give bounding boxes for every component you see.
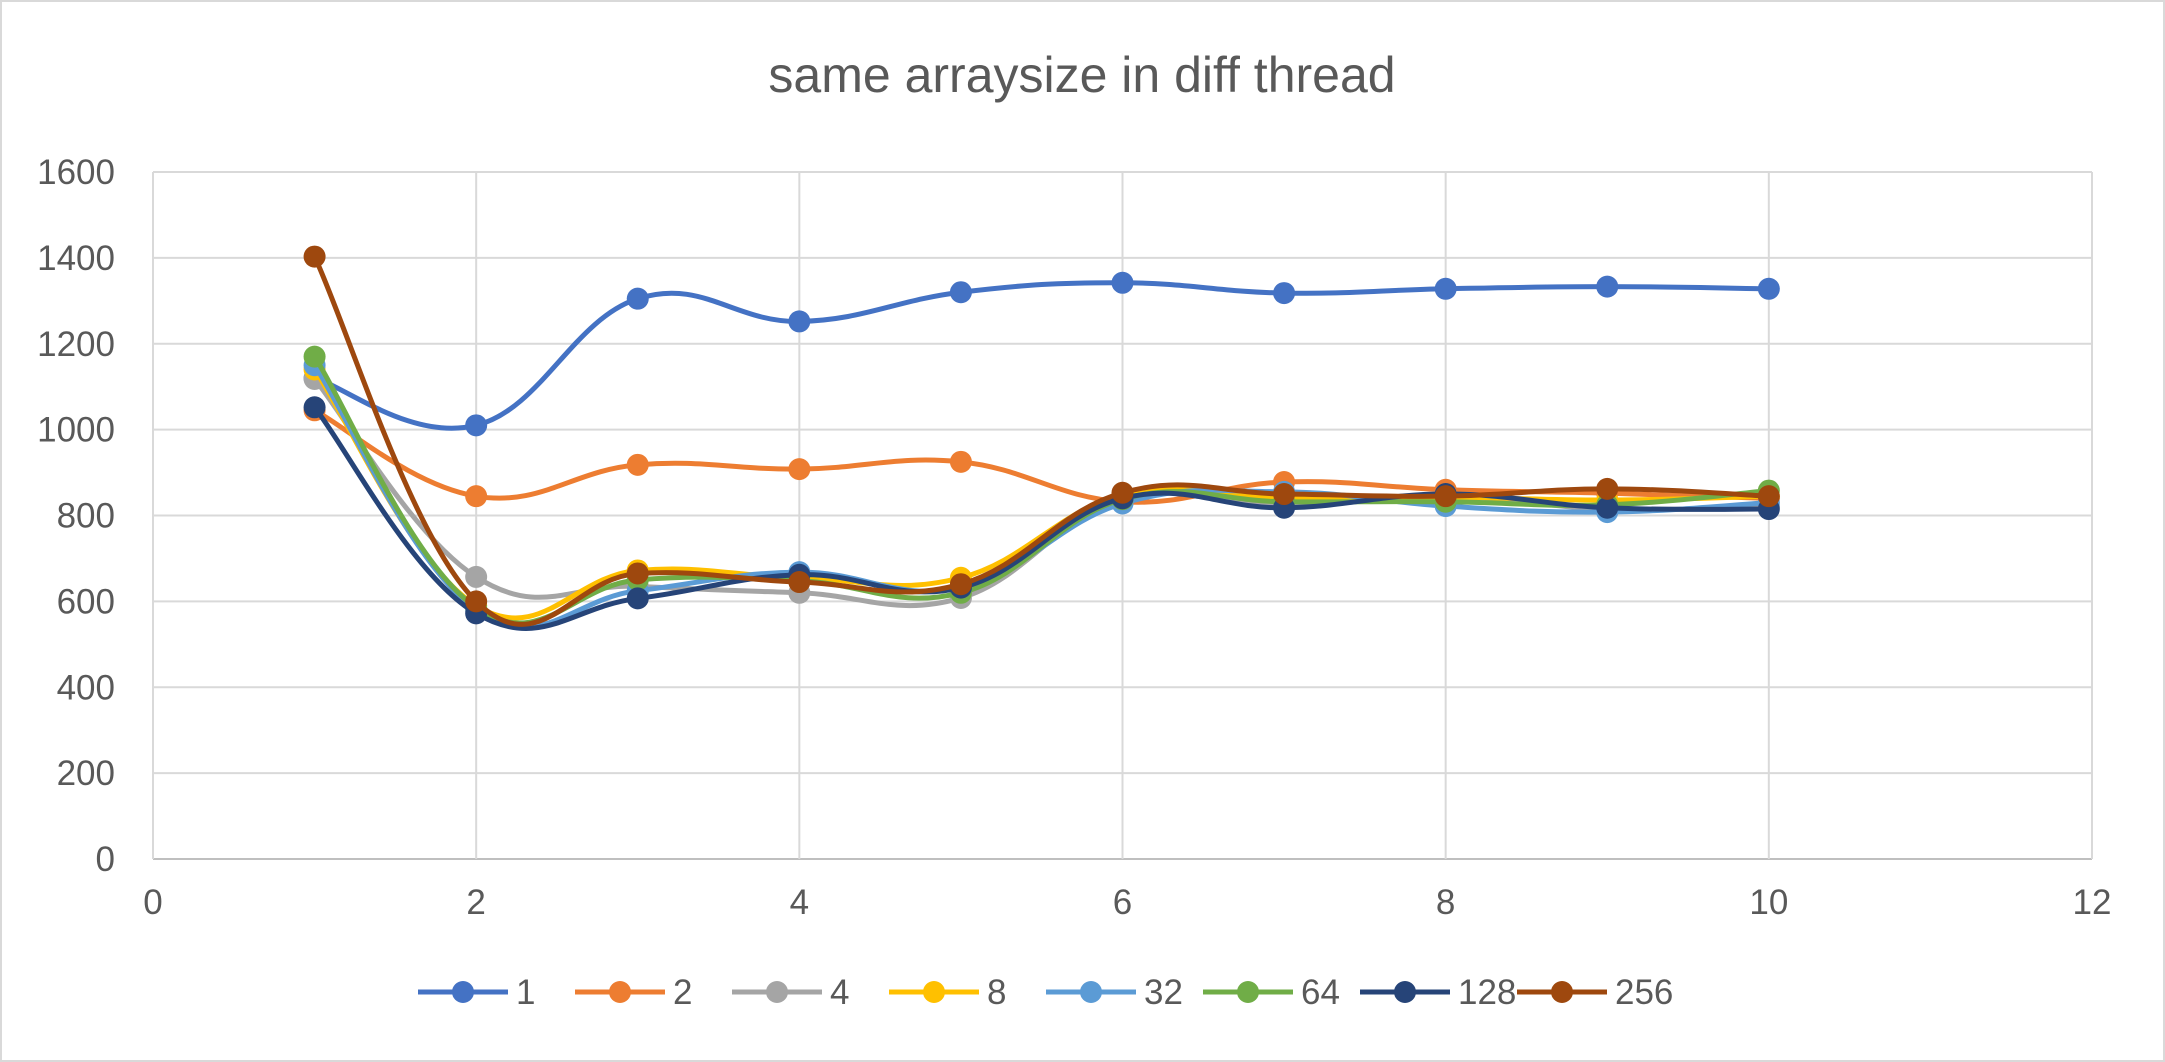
series-2 (303, 399, 1780, 513)
data-point (949, 450, 972, 473)
legend-swatch-marker (923, 981, 945, 1003)
legend-item: 128 (1360, 973, 1516, 1012)
legend-item: 8 (889, 973, 1006, 1012)
y-axis-ticks: 0 200 400 600 800 1000 1200 1400 1600 (37, 153, 115, 879)
data-point (1434, 485, 1457, 508)
legend-label: 64 (1301, 973, 1340, 1012)
data-point (1757, 277, 1780, 300)
legend-item: 32 (1046, 973, 1183, 1012)
x-axis-ticks: 0 2 4 6 8 10 12 (143, 883, 2111, 922)
legend-item: 1 (418, 973, 535, 1012)
series-1 (303, 271, 1780, 437)
legend-label: 1 (516, 973, 535, 1012)
legend-item: 64 (1203, 973, 1340, 1012)
legend-item: 256 (1517, 973, 1673, 1012)
data-point (465, 414, 488, 437)
y-tick-label: 1200 (37, 325, 115, 364)
data-point (1596, 275, 1619, 298)
data-point (1596, 477, 1619, 500)
data-point (626, 287, 649, 310)
x-tick-label: 8 (1436, 883, 1455, 922)
data-point (303, 345, 326, 368)
data-point (1434, 277, 1457, 300)
legend: 1 2 4 8 32 64 128 256 (418, 973, 1673, 1012)
legend-swatch-marker (609, 981, 631, 1003)
series-256 (303, 245, 1780, 627)
data-point (1111, 271, 1134, 294)
data-point (465, 565, 488, 588)
legend-swatch-marker (1394, 981, 1416, 1003)
data-point (1273, 483, 1296, 506)
data-point (949, 281, 972, 304)
legend-swatch-marker (1237, 981, 1259, 1003)
data-point (1111, 481, 1134, 504)
legend-label: 128 (1458, 973, 1516, 1012)
series-line (313, 280, 1769, 431)
legend-swatch-marker (452, 981, 474, 1003)
x-tick-label: 4 (790, 883, 809, 922)
data-point (788, 310, 811, 333)
legend-swatch-marker (766, 981, 788, 1003)
x-tick-label: 6 (1113, 883, 1132, 922)
y-tick-label: 200 (57, 754, 115, 793)
y-tick-label: 800 (57, 497, 115, 536)
data-point (303, 245, 326, 268)
legend-label: 8 (987, 973, 1006, 1012)
legend-label: 4 (830, 973, 849, 1012)
x-tick-label: 12 (2073, 883, 2112, 922)
legend-label: 2 (673, 973, 692, 1012)
x-tick-label: 10 (1749, 883, 1788, 922)
y-tick-label: 1000 (37, 411, 115, 450)
data-point (626, 453, 649, 476)
data-point (1273, 282, 1296, 305)
series-layer (303, 245, 1780, 631)
legend-swatch-marker (1551, 981, 1573, 1003)
x-tick-label: 0 (143, 883, 162, 922)
series-line (312, 255, 1769, 627)
data-point (1596, 496, 1619, 519)
data-point (465, 590, 488, 613)
legend-label: 32 (1144, 973, 1183, 1012)
data-point (949, 573, 972, 596)
data-point (788, 571, 811, 594)
y-tick-label: 400 (57, 668, 115, 707)
data-point (1757, 485, 1780, 508)
data-point (465, 485, 488, 508)
series-line (312, 405, 1769, 631)
data-point (303, 396, 326, 419)
data-point (788, 458, 811, 481)
legend-swatch-marker (1080, 981, 1102, 1003)
y-tick-label: 0 (96, 840, 115, 879)
x-tick-label: 2 (466, 883, 485, 922)
data-point (626, 562, 649, 585)
y-tick-label: 1400 (37, 239, 115, 278)
legend-item: 4 (732, 973, 849, 1012)
data-point (626, 587, 649, 610)
y-tick-label: 1600 (37, 153, 115, 192)
y-tick-label: 600 (57, 582, 115, 621)
legend-item: 2 (575, 973, 692, 1012)
legend-label: 256 (1615, 973, 1673, 1012)
chart-title: same arraysize in diff thread (768, 47, 1395, 103)
